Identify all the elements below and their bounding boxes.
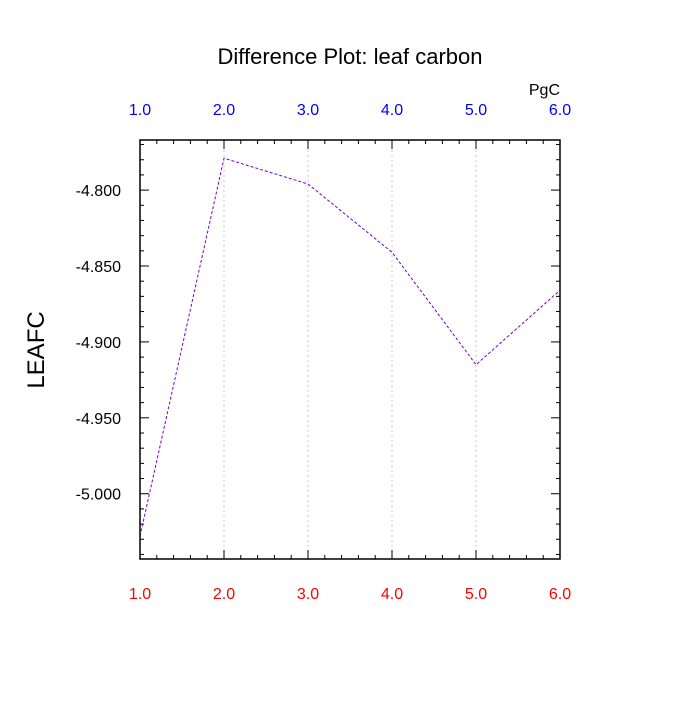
units-label: PgC: [529, 82, 560, 99]
tick-labels: 1.0 1.0 2.0 2.0 3.0 3.0 4.0 4.0 5.0 5.0 6.0 6.0 -4.8…: [76, 102, 572, 603]
x-tick-label-bottom: 2.0: [213, 586, 235, 603]
x-tick-label-top: 6.0: [549, 102, 571, 119]
x-tick-label-top: 1.0: [129, 102, 151, 119]
x-tick-label-bottom: 4.0: [381, 586, 403, 603]
plot-frame: [139, 139, 561, 560]
series-lines: [139, 157, 561, 537]
x-tick-label-top: 2.0: [213, 102, 235, 119]
y-tick-label: -4.900: [76, 335, 121, 352]
grid-lines: [223, 140, 477, 559]
y-tick-label: -4.950: [76, 411, 121, 428]
x-tick-label-bottom: 3.0: [297, 586, 319, 603]
x-tick-label-bottom: 1.0: [129, 586, 151, 603]
x-tick-label-top: 4.0: [381, 102, 403, 119]
y-tick-label: -5.000: [76, 487, 121, 504]
axis-ticks: [139, 140, 561, 559]
chart-title: Difference Plot: leaf carbon: [218, 44, 483, 69]
x-tick-label-top: 5.0: [465, 102, 487, 119]
x-tick-label-bottom: 5.0: [465, 586, 487, 603]
x-tick-label-top: 3.0: [297, 102, 319, 119]
y-axis-label: LEAFC: [23, 311, 50, 388]
y-tick-label: -4.850: [76, 259, 121, 276]
series-line: [139, 157, 561, 537]
x-tick-label-bottom: 6.0: [549, 586, 571, 603]
y-tick-label: -4.800: [76, 183, 121, 200]
